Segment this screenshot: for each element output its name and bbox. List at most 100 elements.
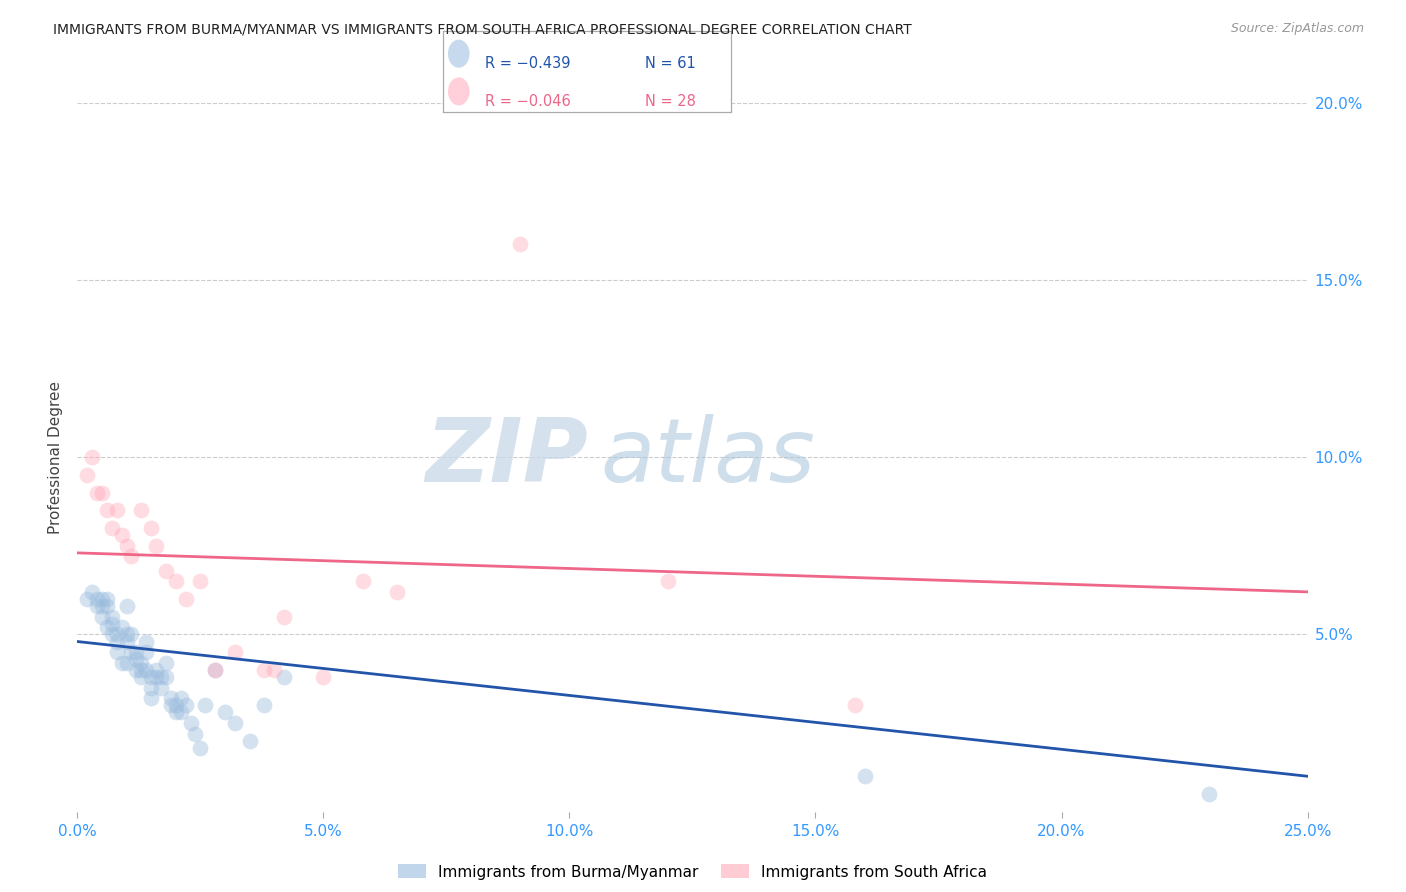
Point xyxy=(155,564,177,578)
Point xyxy=(76,467,98,482)
Point xyxy=(115,627,138,641)
Point xyxy=(385,585,409,599)
Point xyxy=(214,706,236,720)
Point xyxy=(135,663,157,677)
Point xyxy=(174,698,197,713)
Point xyxy=(105,503,128,517)
Point xyxy=(82,585,104,599)
Point xyxy=(125,652,148,666)
Point xyxy=(96,620,118,634)
Point xyxy=(155,670,177,684)
Point xyxy=(204,663,226,677)
Point xyxy=(129,663,153,677)
Point xyxy=(145,670,167,684)
Text: ZIP: ZIP xyxy=(425,414,588,500)
Point xyxy=(253,663,276,677)
Point xyxy=(657,574,679,589)
Point xyxy=(76,592,98,607)
Point xyxy=(141,691,163,706)
Point xyxy=(141,670,163,684)
Point xyxy=(129,656,153,670)
Point xyxy=(135,645,157,659)
Point xyxy=(96,503,118,517)
Ellipse shape xyxy=(449,78,470,105)
Point xyxy=(86,599,108,613)
Point xyxy=(1198,787,1220,801)
Text: N = 28: N = 28 xyxy=(644,94,696,109)
Point xyxy=(224,645,246,659)
Text: R = −0.046: R = −0.046 xyxy=(485,94,571,109)
Point xyxy=(263,663,285,677)
Text: IMMIGRANTS FROM BURMA/MYANMAR VS IMMIGRANTS FROM SOUTH AFRICA PROFESSIONAL DEGRE: IMMIGRANTS FROM BURMA/MYANMAR VS IMMIGRA… xyxy=(53,22,912,37)
Point xyxy=(111,656,132,670)
Point xyxy=(174,592,197,607)
Point xyxy=(90,485,114,500)
Point xyxy=(90,599,114,613)
Point xyxy=(165,706,187,720)
Point xyxy=(155,656,177,670)
Point xyxy=(125,645,148,659)
Point xyxy=(170,691,193,706)
Text: R = −0.439: R = −0.439 xyxy=(485,56,571,70)
Point xyxy=(352,574,374,589)
Point xyxy=(239,733,262,747)
Legend: Immigrants from Burma/Myanmar, Immigrants from South Africa: Immigrants from Burma/Myanmar, Immigrant… xyxy=(392,858,993,886)
Point xyxy=(105,627,128,641)
Point xyxy=(96,599,118,613)
Point xyxy=(135,634,157,648)
Point xyxy=(111,528,132,542)
Y-axis label: Professional Degree: Professional Degree xyxy=(48,381,63,533)
Text: Source: ZipAtlas.com: Source: ZipAtlas.com xyxy=(1230,22,1364,36)
Point xyxy=(90,592,114,607)
Point xyxy=(105,645,128,659)
Point xyxy=(129,503,153,517)
Point xyxy=(188,574,212,589)
Point xyxy=(121,627,143,641)
Point xyxy=(170,706,193,720)
Point xyxy=(204,663,226,677)
Point xyxy=(165,574,187,589)
Point xyxy=(111,620,132,634)
Point xyxy=(194,698,217,713)
Point xyxy=(273,670,295,684)
Text: N = 61: N = 61 xyxy=(644,56,696,70)
Point xyxy=(509,237,531,252)
Point xyxy=(160,691,183,706)
Point xyxy=(86,485,108,500)
Point xyxy=(121,645,143,659)
Text: atlas: atlas xyxy=(600,414,815,500)
Point xyxy=(188,740,212,755)
Point xyxy=(165,698,187,713)
Point xyxy=(273,609,295,624)
Point xyxy=(86,592,108,607)
Point xyxy=(253,698,276,713)
Point xyxy=(105,634,128,648)
Point xyxy=(115,656,138,670)
Point xyxy=(145,663,167,677)
Point xyxy=(101,521,124,535)
Point xyxy=(160,698,183,713)
Point xyxy=(115,634,138,648)
Point xyxy=(150,670,173,684)
Point xyxy=(125,663,148,677)
Point xyxy=(101,627,124,641)
Point xyxy=(180,716,202,731)
Ellipse shape xyxy=(449,39,470,68)
Point xyxy=(96,592,118,607)
Point xyxy=(844,698,866,713)
Point xyxy=(150,681,173,695)
Point xyxy=(101,616,124,631)
Point xyxy=(145,539,167,553)
Point xyxy=(141,521,163,535)
Point xyxy=(121,549,143,564)
Point xyxy=(224,716,246,731)
Point xyxy=(141,681,163,695)
Point xyxy=(184,727,207,741)
Point xyxy=(129,670,153,684)
Point xyxy=(115,539,138,553)
Point xyxy=(82,450,104,464)
Point xyxy=(90,609,114,624)
Point xyxy=(115,599,138,613)
Point xyxy=(312,670,335,684)
Point xyxy=(853,769,876,783)
